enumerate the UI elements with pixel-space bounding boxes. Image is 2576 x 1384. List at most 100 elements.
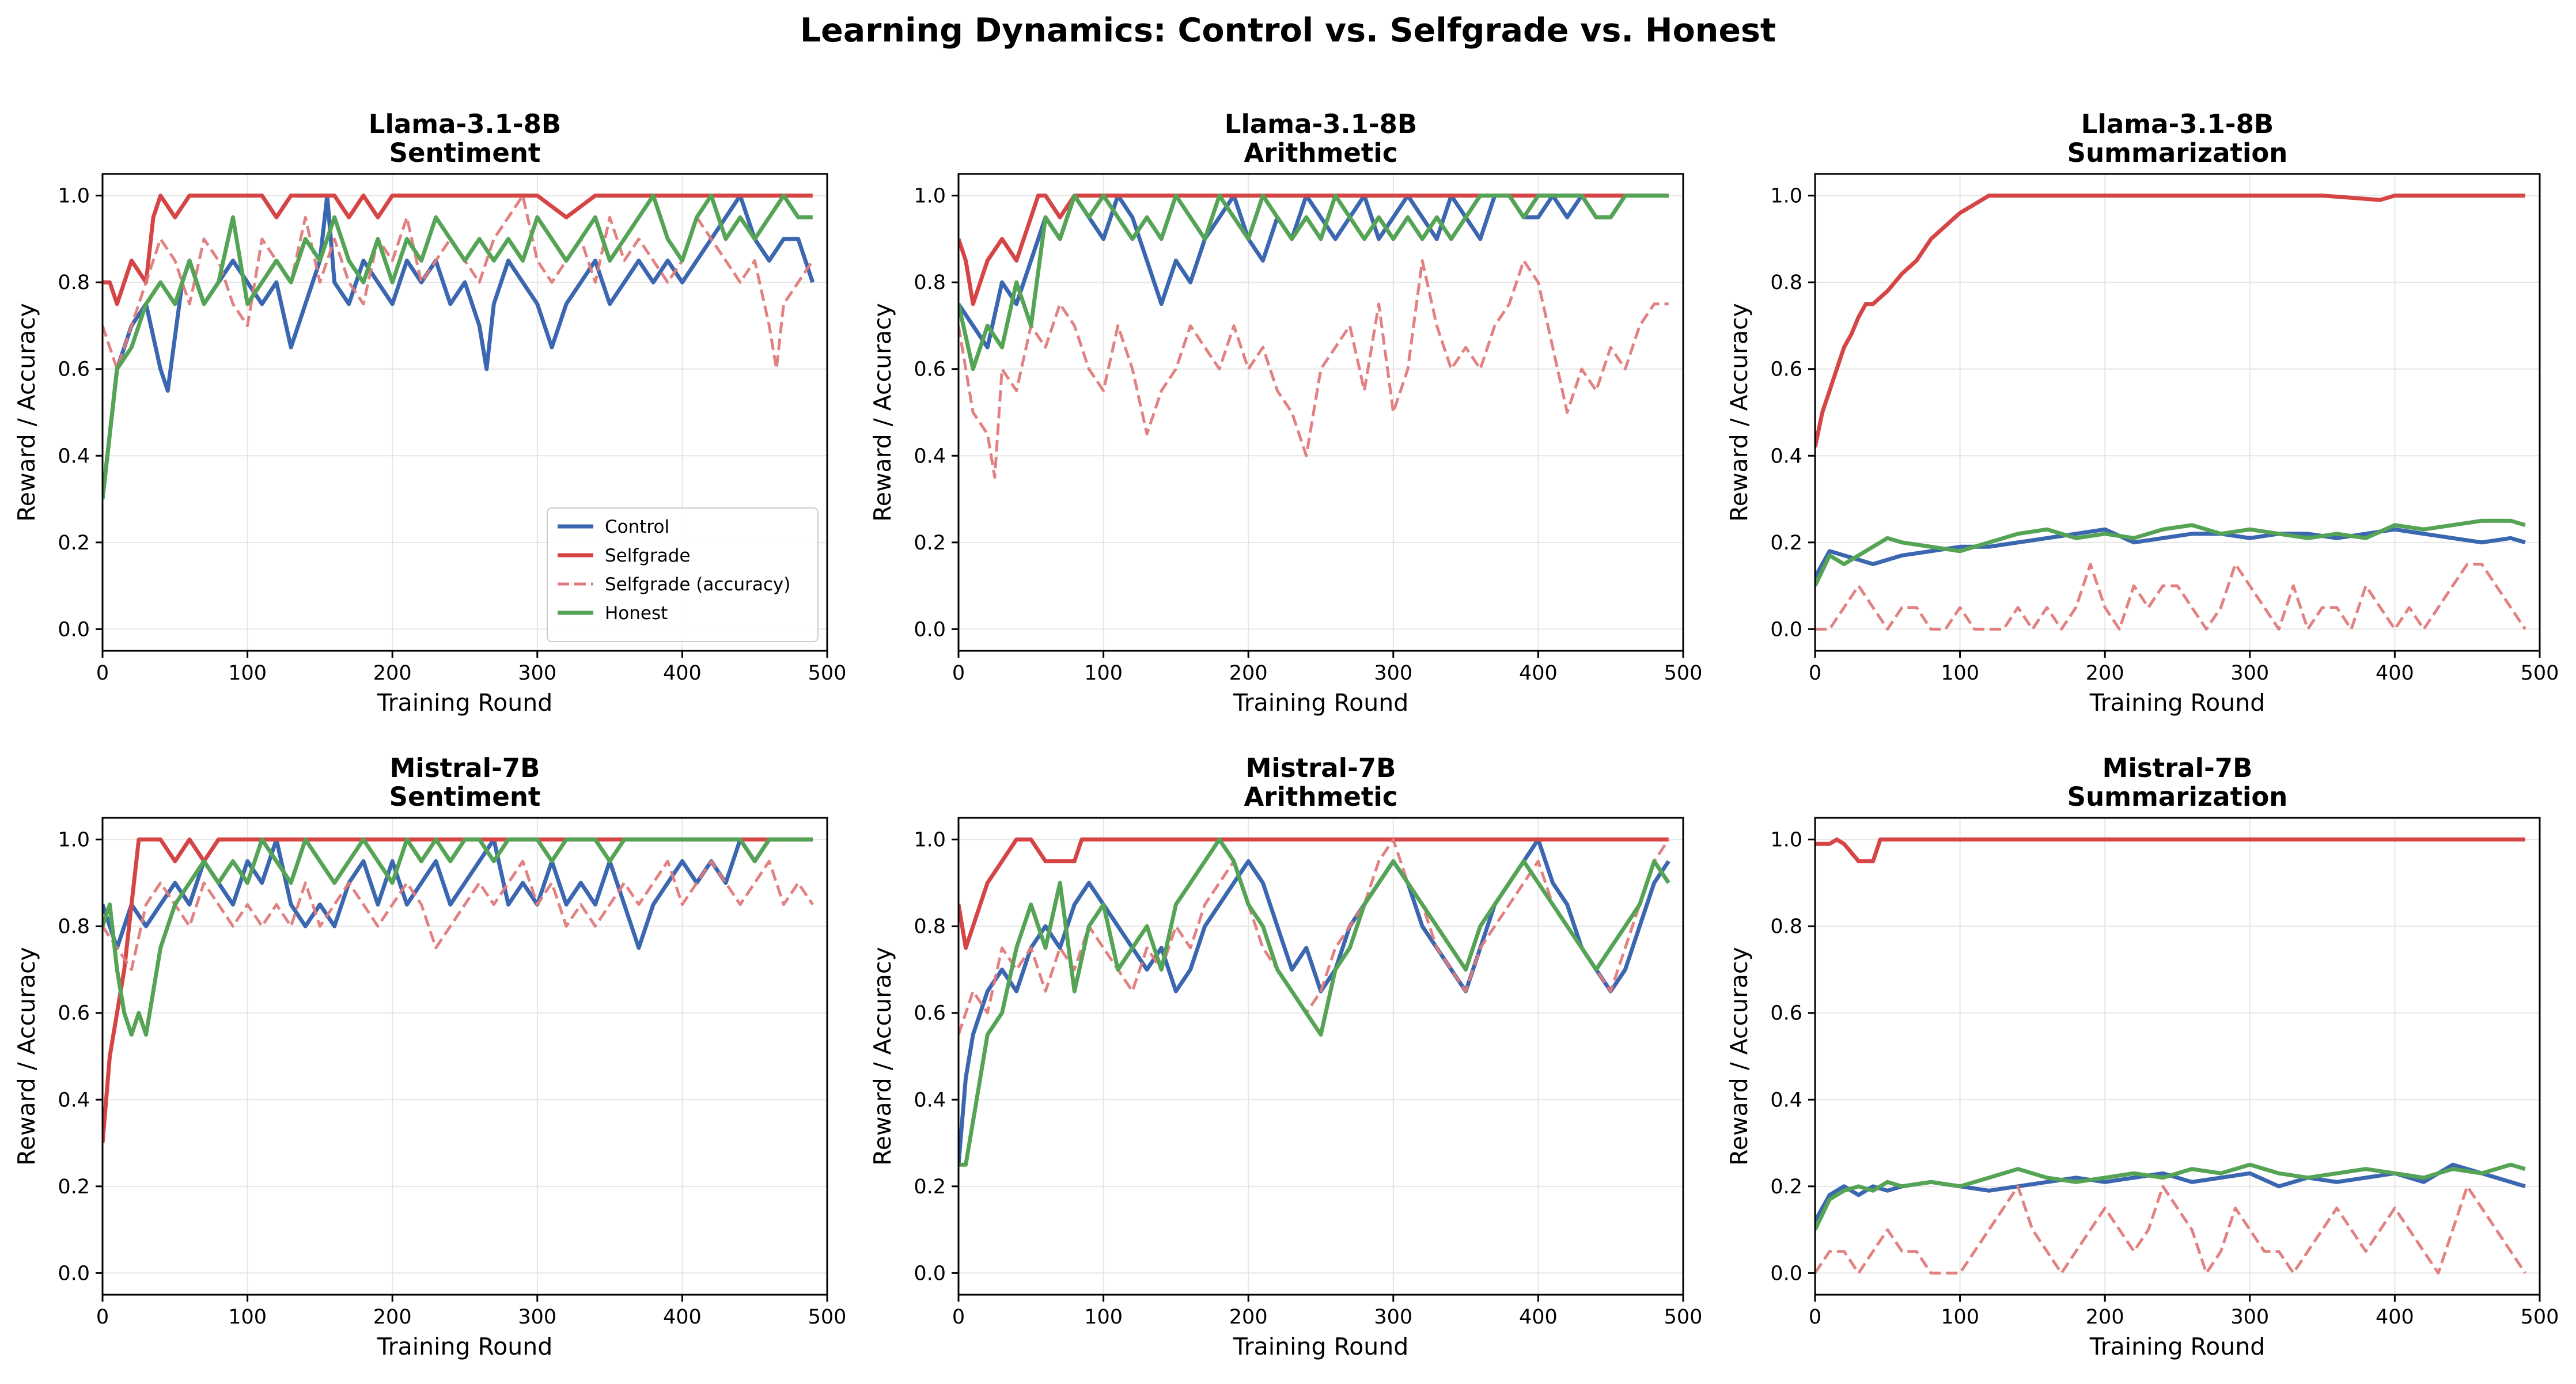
y-tick-label: 0.4 bbox=[1770, 1089, 1802, 1112]
x-tick-label: 0 bbox=[96, 1306, 109, 1329]
plot-frame bbox=[1814, 817, 2541, 1296]
y-tick-label: 0.2 bbox=[914, 532, 946, 555]
y-tick-label: 0.8 bbox=[1770, 271, 1802, 294]
y-tick-label: 0.0 bbox=[58, 618, 90, 641]
series-group bbox=[103, 194, 815, 499]
series-group bbox=[1815, 194, 2526, 631]
x-tick-label: 100 bbox=[1941, 1306, 1979, 1329]
y-tick-label: 0.2 bbox=[58, 1176, 90, 1199]
x-axis-label: Training Round bbox=[2089, 689, 2266, 716]
x-tick-label: 500 bbox=[1664, 662, 1703, 685]
y-tick-label: 1.0 bbox=[58, 185, 90, 208]
y-tick-label: 0.6 bbox=[1770, 358, 1802, 381]
y-tick-label: 0.2 bbox=[58, 532, 90, 555]
series-line-honest bbox=[959, 837, 1670, 1167]
x-tick-label: 300 bbox=[1374, 1306, 1412, 1329]
chart-panel-3: 0 100 200 300 400 500 0.0 0.2 0.4 0.6 0.8 1.0 Llama-… bbox=[1725, 109, 2559, 716]
y-axis-label: Reward / Accuracy bbox=[1725, 303, 1753, 522]
x-axis-label: Training Round bbox=[377, 689, 553, 716]
y-tick-label: 1.0 bbox=[1770, 829, 1802, 852]
x-axis-label: Training Round bbox=[1233, 689, 1409, 716]
x-tick-label: 400 bbox=[1519, 1306, 1558, 1329]
panel-title-model: Mistral-7B bbox=[1246, 753, 1396, 783]
y-tick-label: 0.2 bbox=[914, 1176, 946, 1199]
panel-title-task: Sentiment bbox=[389, 138, 541, 168]
y-tick-label: 0.8 bbox=[1770, 915, 1802, 938]
x-tick-label: 100 bbox=[228, 662, 267, 685]
chart-panel-2: 0 100 200 300 400 500 0.0 0.2 0.4 0.6 0.8 1.0 Llama-… bbox=[869, 109, 1702, 716]
x-tick-label: 200 bbox=[373, 662, 412, 685]
y-tick-label: 0.4 bbox=[58, 445, 90, 468]
panel-title-model: Llama-3.1-8B bbox=[369, 109, 561, 139]
y-tick-label: 0.8 bbox=[58, 915, 90, 938]
series-line-selfgrade-acc bbox=[959, 259, 1669, 479]
chart-panel-5: 0 100 200 300 400 500 0.0 0.2 0.4 0.6 0.8 1.0 Mistra… bbox=[869, 753, 1702, 1360]
y-axis-label: Reward / Accuracy bbox=[13, 947, 40, 1166]
x-tick-label: 200 bbox=[1229, 1306, 1268, 1329]
x-tick-label: 200 bbox=[2086, 1306, 2124, 1329]
x-tick-label: 300 bbox=[518, 1306, 556, 1329]
series-line-honest bbox=[1815, 518, 2526, 587]
series-line-selfgrade bbox=[1815, 194, 2525, 448]
y-tick-label: 0.4 bbox=[914, 445, 946, 468]
y-tick-label: 0.6 bbox=[1770, 1002, 1802, 1025]
series-line-control bbox=[103, 837, 813, 950]
y-tick-label: 0.8 bbox=[914, 915, 946, 938]
x-tick-label: 200 bbox=[2086, 662, 2124, 685]
legend-box bbox=[547, 507, 819, 642]
panel-title-task: Summarization bbox=[2067, 138, 2288, 168]
panel-title-model: Llama-3.1-8B bbox=[1225, 109, 1417, 139]
chart-panel-1: 0 100 200 300 400 500 0.0 0.2 0.4 0.6 0.8 1.0 Llama-… bbox=[13, 109, 846, 716]
x-tick-label: 100 bbox=[1941, 662, 1979, 685]
series-group bbox=[959, 837, 1670, 1167]
x-tick-label: 400 bbox=[2376, 1306, 2414, 1329]
plot-frame bbox=[1814, 173, 2541, 652]
plot-frame bbox=[957, 817, 1684, 1296]
panel-title-task: Summarization bbox=[2067, 782, 2288, 812]
x-axis-label: Training Round bbox=[2089, 1333, 2266, 1360]
x-tick-label: 100 bbox=[1084, 1306, 1123, 1329]
x-tick-label: 500 bbox=[1664, 1306, 1703, 1329]
series-line-selfgrade bbox=[103, 194, 813, 306]
x-tick-label: 300 bbox=[518, 662, 556, 685]
x-tick-label: 200 bbox=[373, 1306, 412, 1329]
y-tick-label: 0.0 bbox=[1770, 1262, 1802, 1285]
x-axis-label: Training Round bbox=[377, 1333, 553, 1360]
series-group bbox=[959, 194, 1669, 479]
y-axis-label: Reward / Accuracy bbox=[13, 303, 40, 522]
panel-title-task: Arithmetic bbox=[1244, 138, 1397, 168]
x-tick-label: 400 bbox=[663, 1306, 702, 1329]
y-tick-label: 0.6 bbox=[914, 358, 946, 381]
y-tick-label: 0.4 bbox=[58, 1089, 90, 1112]
y-axis-label: Reward / Accuracy bbox=[869, 947, 896, 1166]
x-tick-label: 500 bbox=[808, 662, 847, 685]
x-tick-label: 500 bbox=[2521, 662, 2559, 685]
x-tick-label: 300 bbox=[2230, 662, 2269, 685]
y-tick-label: 0.6 bbox=[58, 1002, 90, 1025]
plot-frame bbox=[957, 173, 1684, 652]
series-group bbox=[1815, 837, 2526, 1275]
x-tick-label: 400 bbox=[663, 662, 702, 685]
panel-title-model: Mistral-7B bbox=[2103, 753, 2253, 783]
series-line-honest bbox=[103, 194, 813, 499]
y-axis-label: Reward / Accuracy bbox=[869, 303, 896, 522]
y-tick-label: 1.0 bbox=[914, 829, 946, 852]
x-tick-label: 0 bbox=[96, 662, 109, 685]
series-line-honest bbox=[959, 194, 1669, 371]
y-tick-label: 0.6 bbox=[914, 1002, 946, 1025]
x-tick-label: 500 bbox=[808, 1306, 847, 1329]
x-tick-label: 100 bbox=[228, 1306, 267, 1329]
series-line-honest bbox=[103, 837, 813, 1037]
panel-title-task: Arithmetic bbox=[1244, 782, 1397, 812]
y-tick-label: 0.4 bbox=[1770, 445, 1802, 468]
x-tick-label: 200 bbox=[1229, 662, 1268, 685]
panel-title-model: Mistral-7B bbox=[390, 753, 540, 783]
y-tick-label: 1.0 bbox=[914, 185, 946, 208]
legend: Control Selfgrade Selfgrade (accuracy) Hone… bbox=[547, 507, 819, 642]
legend-label-selfgrade-acc: Selfgrade (accuracy) bbox=[605, 574, 790, 595]
x-tick-label: 0 bbox=[952, 1306, 965, 1329]
y-tick-label: 0.0 bbox=[914, 618, 946, 641]
series-line-selfgrade-acc bbox=[1815, 563, 2526, 631]
legend-label-control: Control bbox=[605, 517, 669, 537]
